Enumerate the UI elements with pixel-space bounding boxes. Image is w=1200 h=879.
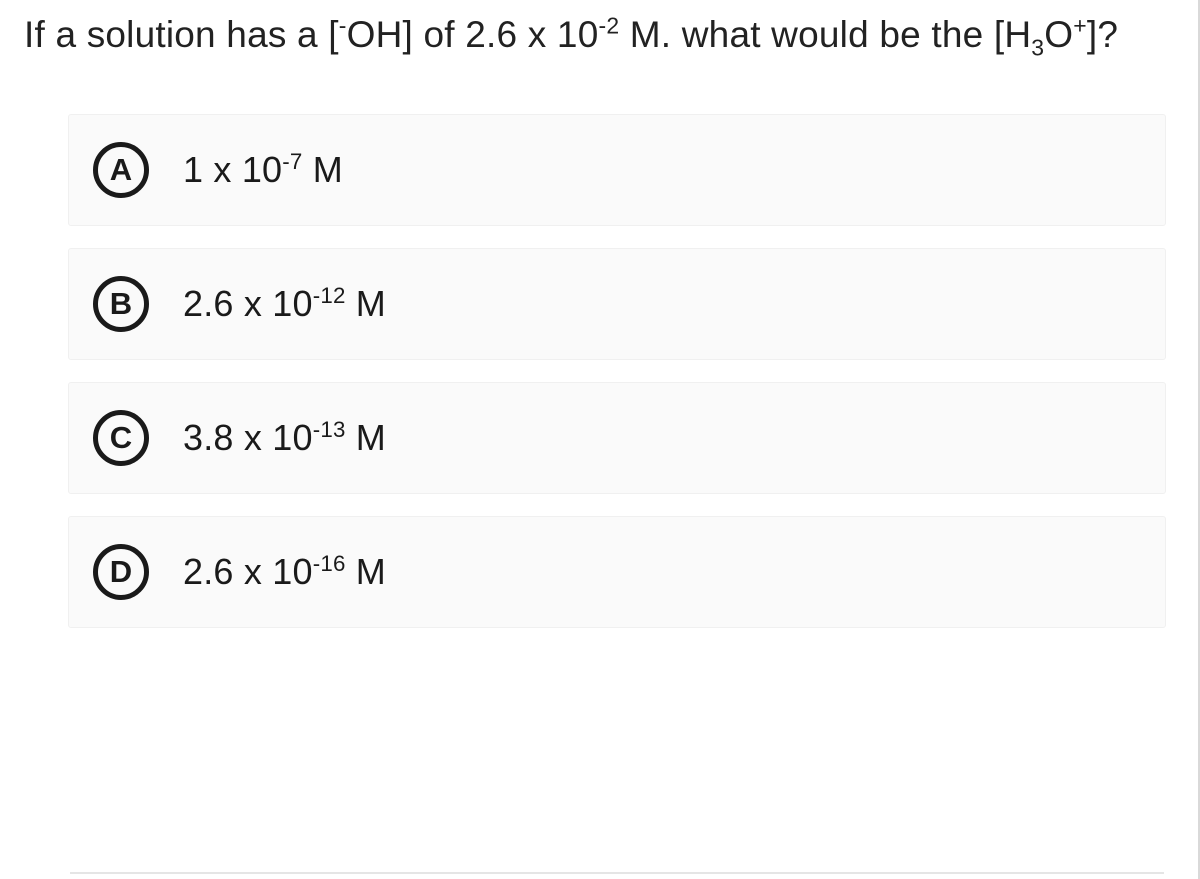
choice-b[interactable]: B 2.6 x 10-12 M <box>68 248 1166 360</box>
choice-d[interactable]: D 2.6 x 10-16 M <box>68 516 1166 628</box>
choice-bubble-c: C <box>93 410 149 466</box>
choice-text-d: 2.6 x 10-16 M <box>183 551 386 593</box>
choice-list: A 1 x 10-7 M B 2.6 x 10-12 M C 3.8 x 10-… <box>24 114 1174 628</box>
choice-c[interactable]: C 3.8 x 10-13 M <box>68 382 1166 494</box>
choice-bubble-a: A <box>93 142 149 198</box>
divider <box>70 872 1164 874</box>
quiz-page: If a solution has a [-OH] of 2.6 x 10-2 … <box>0 0 1200 879</box>
choice-a[interactable]: A 1 x 10-7 M <box>68 114 1166 226</box>
choice-bubble-d: D <box>93 544 149 600</box>
choice-text-b: 2.6 x 10-12 M <box>183 283 386 325</box>
choice-bubble-b: B <box>93 276 149 332</box>
choice-text-a: 1 x 10-7 M <box>183 149 343 191</box>
question-text: If a solution has a [-OH] of 2.6 x 10-2 … <box>24 8 1174 62</box>
choice-text-c: 3.8 x 10-13 M <box>183 417 386 459</box>
